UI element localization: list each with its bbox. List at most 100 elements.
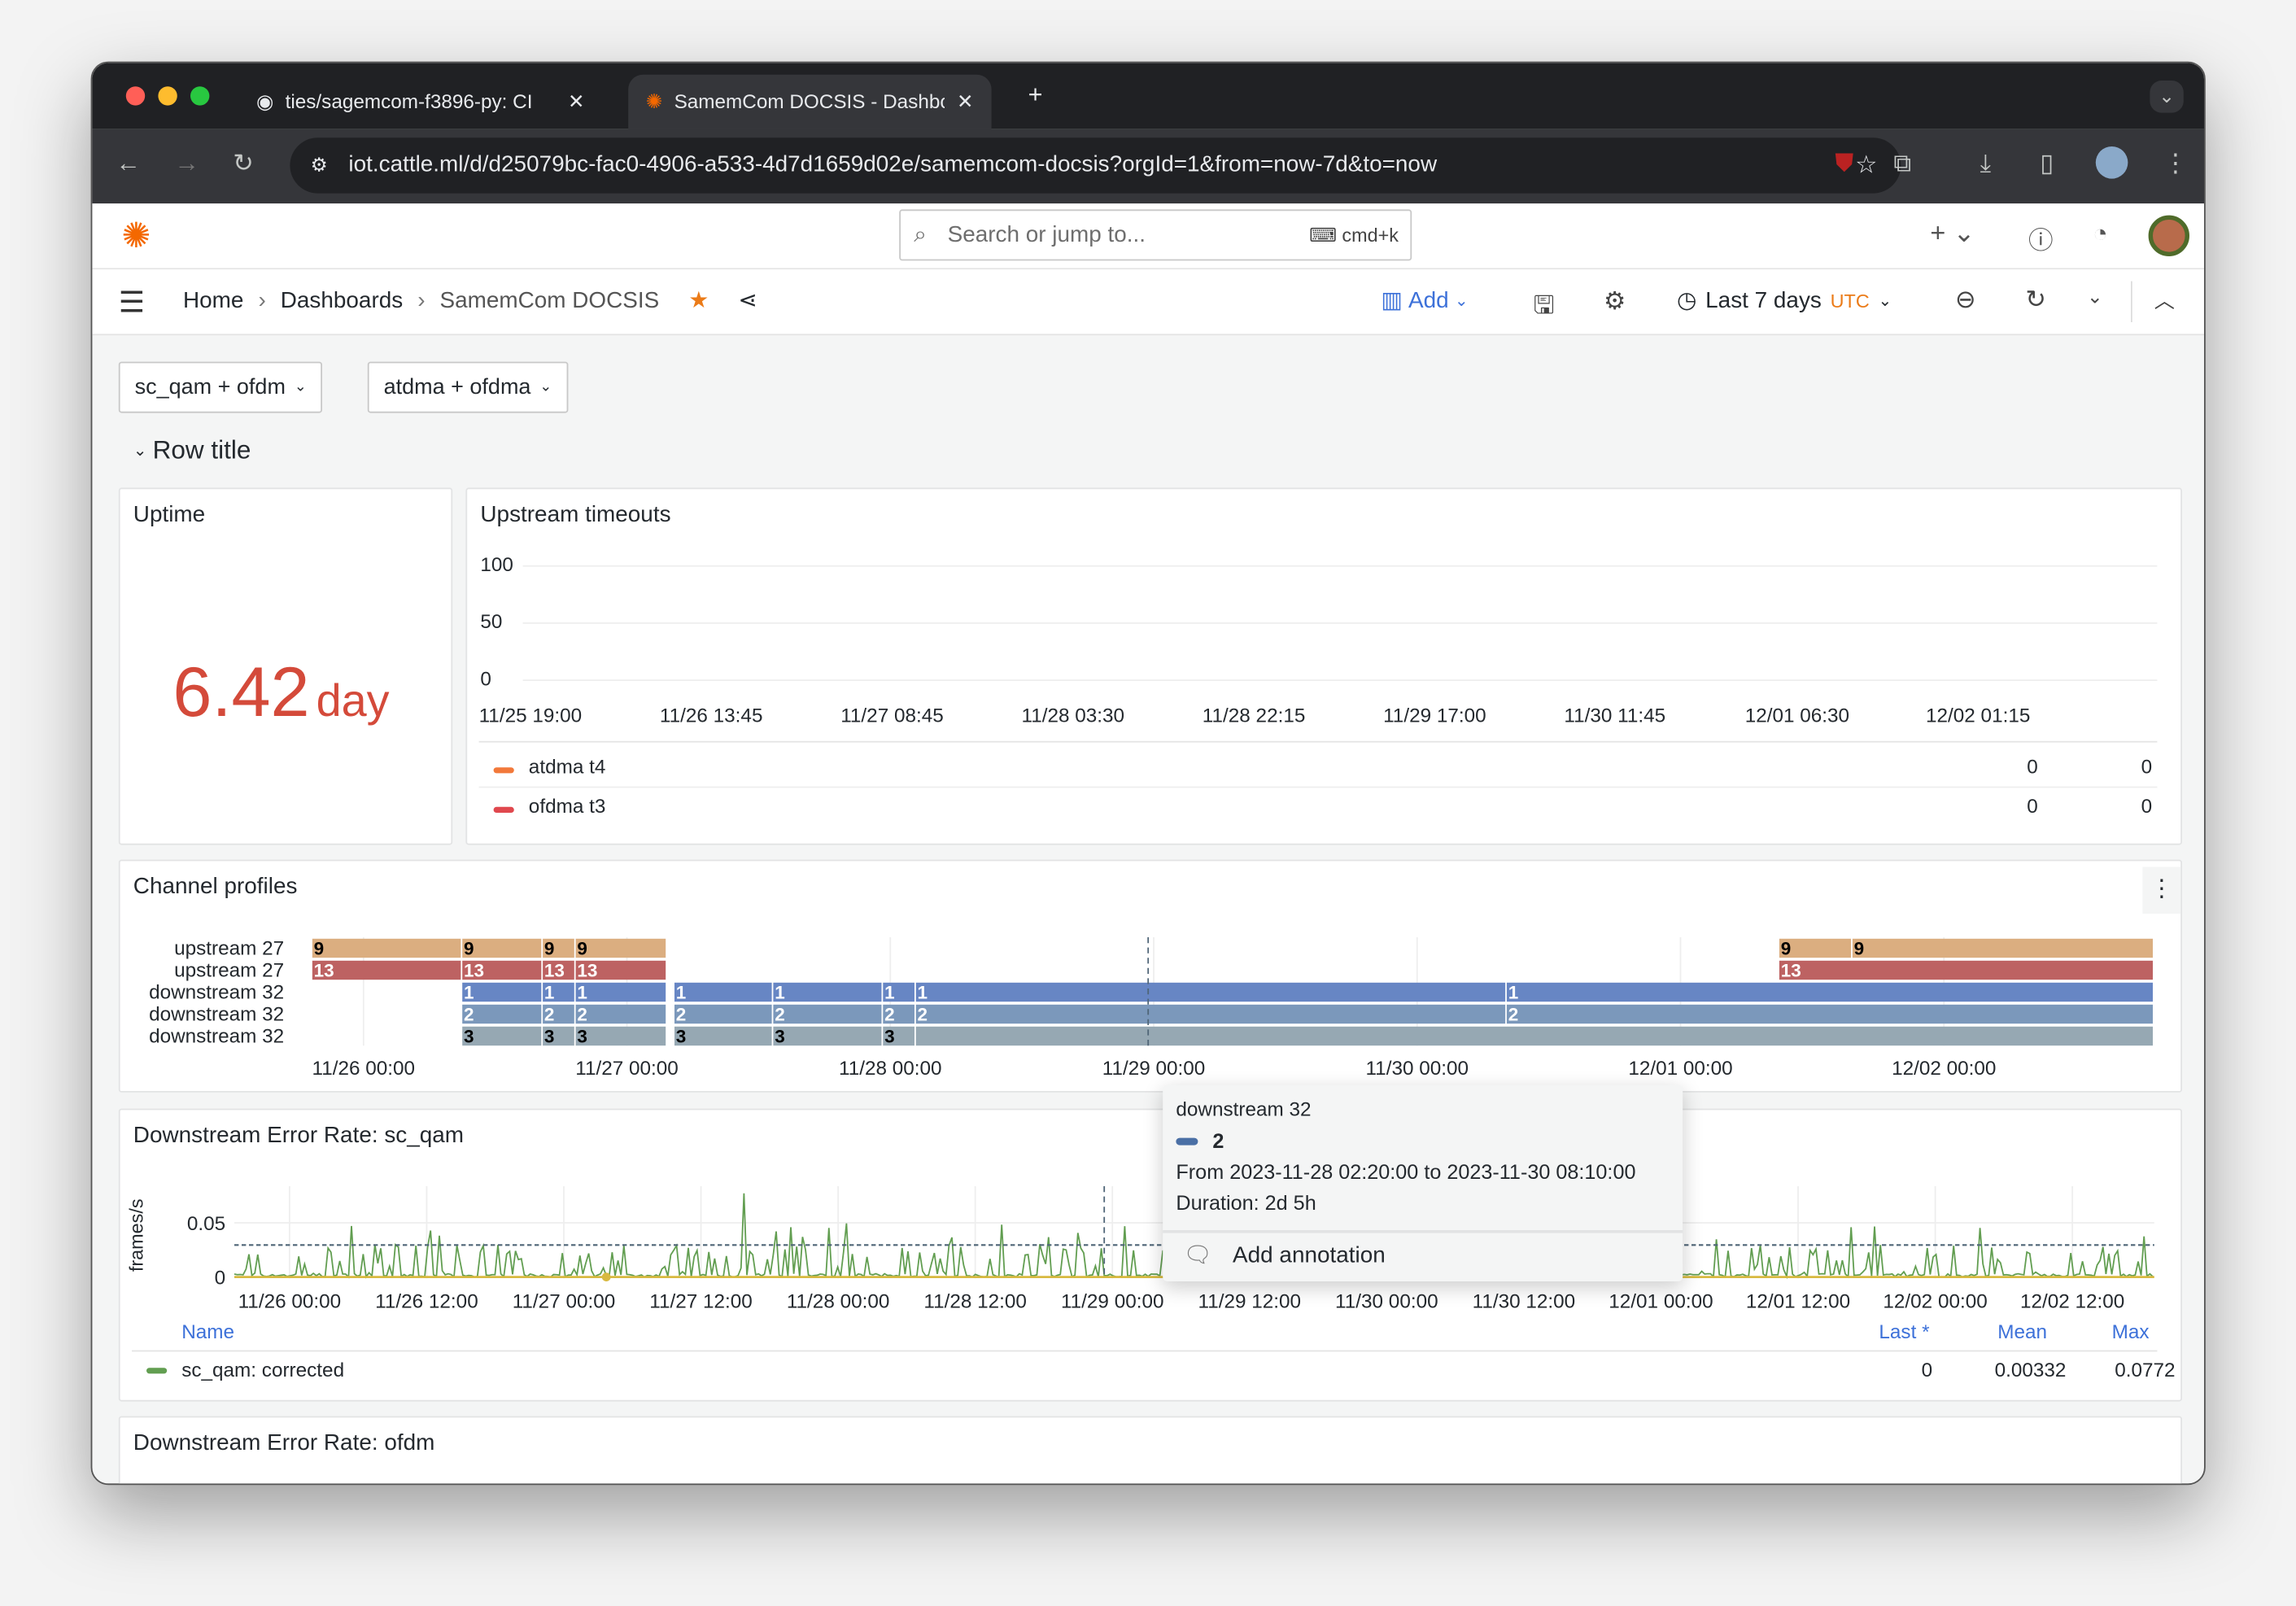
star-icon[interactable]: ★ [688, 288, 709, 314]
clock-icon: ◷ [1677, 288, 1697, 314]
forward-icon[interactable]: → [174, 149, 199, 177]
legend-value: 0 [2027, 755, 2038, 778]
x-tick-label: 12/01 00:00 [1628, 1058, 1732, 1080]
legend-header-last[interactable]: Last * [1879, 1320, 1930, 1343]
breadcrumb-home[interactable]: Home [183, 287, 244, 313]
state-value-label: 1 [464, 983, 474, 1003]
state-value-label: 9 [544, 939, 555, 959]
state-segment [1779, 960, 2153, 980]
news-feed-icon[interactable]: ◔ [2093, 220, 2108, 248]
user-avatar[interactable] [2148, 215, 2189, 256]
state-segment [915, 982, 1506, 1002]
new-menu-button[interactable]: + ⌄ [1930, 218, 1975, 248]
panel-menu-icon[interactable]: ⋮ [2142, 866, 2181, 914]
close-tab-icon[interactable]: ✕ [956, 89, 974, 112]
bookmark-star-icon[interactable]: ☆ [1855, 151, 1878, 179]
share-icon[interactable]: ⋖ [738, 288, 757, 314]
panel-title: Downstream Error Rate: ofdm [133, 1430, 435, 1456]
side-panel-icon[interactable]: ▯ [2040, 149, 2054, 177]
grafana-logo-icon[interactable]: ✺ [121, 216, 151, 256]
row-label: downstream 32 [149, 1026, 284, 1048]
state-value-label: 2 [884, 1005, 895, 1025]
x-tick-label: 11/30 12:00 [1473, 1290, 1576, 1312]
browser-tab-active[interactable]: ✺SamemCom DOCSIS - Dashboard✕ [628, 74, 991, 129]
x-tick-label: 11/25 19:00 [478, 704, 583, 727]
site-info-icon[interactable]: ⚙ [310, 154, 328, 176]
extensions-icon[interactable]: ⧉ [1893, 149, 1912, 177]
keyboard-shortcut: ⌨ cmd+k [1309, 223, 1399, 246]
state-value-label: 9 [314, 939, 325, 959]
refresh-interval-dropdown[interactable]: ⌄ [2087, 286, 2103, 308]
state-segment [1779, 938, 1852, 958]
state-value-label: 13 [544, 961, 565, 981]
close-window-button[interactable] [125, 86, 146, 106]
address-bar[interactable]: ⚙ iot.cattle.ml/d/d25079bc-fac0-4906-a533… [290, 137, 1901, 194]
x-tick-label: 11/27 12:00 [649, 1290, 753, 1312]
settings-gear-icon[interactable]: ⚙ [1604, 286, 1626, 315]
close-tab-icon[interactable]: ✕ [568, 89, 585, 112]
variable-select-upstream[interactable]: atdma + ofdma ⌄ [367, 361, 569, 413]
maximize-window-button[interactable] [190, 86, 210, 106]
y-tick-label: 0 [480, 667, 491, 690]
browser-tab[interactable]: ◉ ties/sagemcom-f3896-py: CI ✕ [256, 89, 585, 113]
profile-avatar[interactable] [2095, 146, 2128, 179]
collapse-toolbar-icon[interactable]: ︿ [2154, 288, 2175, 312]
state-value-label: 13 [314, 961, 334, 981]
state-segment [312, 938, 461, 958]
x-tick-label: 11/27 00:00 [575, 1058, 679, 1080]
minimize-window-button[interactable] [158, 86, 177, 106]
gridline [522, 622, 2158, 624]
hamburger-menu-icon[interactable]: ☰ [118, 286, 146, 320]
state-value-label: 2 [775, 1005, 785, 1025]
reload-icon[interactable]: ↻ [233, 149, 254, 177]
legend-value: 0 [2027, 795, 2038, 818]
state-value-label: 1 [577, 983, 587, 1003]
divider [2131, 281, 2132, 322]
series-color-swatch [493, 806, 514, 813]
state-segment [1506, 1004, 2153, 1024]
new-tab-button[interactable]: + [1028, 81, 1043, 109]
menu-icon[interactable]: ⋮ [2163, 149, 2189, 177]
save-icon[interactable]: 🖫 [1533, 291, 1555, 320]
panel-title: Uptime [133, 502, 206, 527]
variable-select-downstream[interactable]: sc_qam + ofdm ⌄ [118, 361, 323, 413]
state-value-label: 1 [884, 983, 895, 1003]
legend-header-mean[interactable]: Mean [1997, 1320, 2048, 1343]
legend-header-name[interactable]: Name [181, 1320, 235, 1343]
x-tick-label: 11/30 11:45 [1564, 704, 1666, 727]
add-button[interactable]: ▥ Add ⌄ [1381, 287, 1469, 314]
back-icon[interactable]: ← [116, 149, 141, 177]
add-annotation-button[interactable]: 🗨 Add annotation [1183, 1242, 1386, 1268]
ublock-icon[interactable]: ⛊ [1835, 149, 1854, 177]
state-value-label: 2 [464, 1005, 474, 1025]
search-input[interactable]: ⌕ Search or jump to... ⌨ cmd+k [899, 209, 1412, 261]
state-timeline[interactable]: 11/26 00:00 11/27 00:00 11/28 00:00 11/29 0… [120, 861, 2184, 1093]
state-value-label: 3 [544, 1027, 555, 1047]
state-value-label: 3 [577, 1027, 587, 1047]
breadcrumb-dashboards[interactable]: Dashboards [280, 287, 404, 313]
state-segment [462, 938, 542, 958]
download-icon[interactable]: ⤓ [1980, 149, 1992, 177]
zoom-out-icon[interactable]: ⊖ [1955, 286, 1976, 314]
time-picker[interactable]: ◷ Last 7 days UTC ⌄ [1677, 287, 1892, 314]
x-tick-label: 11/28 03:30 [1021, 704, 1125, 727]
state-segment [462, 1004, 542, 1024]
state-segment [674, 982, 772, 1002]
state-value-label: 3 [884, 1027, 895, 1047]
refresh-icon[interactable]: ↻ [2025, 286, 2047, 314]
row-header[interactable]: ⌄ Row title [133, 434, 251, 465]
legend-header-max[interactable]: Max [2111, 1320, 2150, 1343]
state-segment [883, 1026, 914, 1046]
state-segment [462, 960, 542, 980]
state-segment [575, 1004, 666, 1024]
help-icon[interactable]: ⓘ [2028, 227, 2054, 255]
sc-qam-chart[interactable]: 0.05 0 11/26 00:00 11/26 12:00 11/27 00:00 11… [120, 1110, 2184, 1315]
x-tick-label: 11/27 00:00 [513, 1290, 616, 1312]
tab-search-button[interactable]: ⌄ [2150, 81, 2184, 113]
legend-divider [132, 1350, 2158, 1352]
x-tick-label: 11/29 17:00 [1383, 704, 1486, 727]
state-value-label: 1 [676, 983, 687, 1003]
state-value-label: 3 [676, 1027, 687, 1047]
browser-toolbar: ← → ↻ ⚙ iot.cattle.ml/d/d25079bc-fac0-490… [92, 129, 2204, 204]
state-segment [773, 1026, 882, 1046]
